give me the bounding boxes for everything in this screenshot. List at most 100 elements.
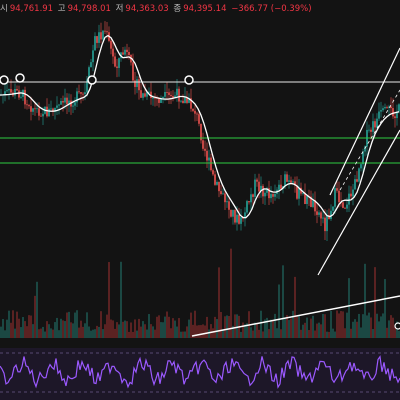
candle-body bbox=[72, 105, 74, 107]
volume-bar bbox=[80, 320, 82, 338]
candle-body bbox=[262, 185, 264, 197]
candle-body bbox=[52, 108, 54, 112]
volume-bar bbox=[350, 328, 352, 338]
candle-body bbox=[326, 215, 328, 232]
candle-body bbox=[178, 88, 180, 102]
candle-body bbox=[42, 113, 44, 117]
marker-circle[interactable] bbox=[87, 75, 97, 85]
volume-bar bbox=[342, 311, 344, 338]
candle-body bbox=[198, 114, 200, 124]
volume-bar bbox=[264, 319, 266, 338]
volume-bar bbox=[4, 330, 6, 338]
volume-bar bbox=[200, 325, 202, 338]
candle-body bbox=[100, 32, 102, 40]
volume-bar bbox=[368, 312, 370, 338]
volume-bar bbox=[78, 327, 80, 338]
marker-circle[interactable] bbox=[394, 322, 400, 330]
candle-body bbox=[348, 193, 350, 205]
volume-bar bbox=[256, 322, 258, 338]
candle-body bbox=[186, 97, 188, 103]
channel-lower-line[interactable] bbox=[317, 129, 400, 276]
volume-bar bbox=[282, 265, 284, 338]
volume-bar bbox=[58, 330, 60, 338]
candle-body bbox=[230, 209, 232, 217]
volume-bar bbox=[48, 324, 50, 338]
volume-bar bbox=[240, 331, 242, 338]
candle-body bbox=[90, 62, 92, 68]
candle-body bbox=[144, 93, 146, 97]
candle-body bbox=[88, 67, 90, 80]
volume-bar bbox=[250, 327, 252, 338]
marker-circle[interactable] bbox=[15, 73, 25, 83]
volume-bar bbox=[236, 314, 238, 338]
volume-bar bbox=[28, 315, 30, 338]
candle-body bbox=[346, 204, 348, 209]
price-candles bbox=[0, 21, 400, 241]
candle-body bbox=[284, 174, 286, 187]
volume-bar bbox=[318, 322, 320, 338]
candle-body bbox=[390, 106, 392, 109]
volume-bar bbox=[370, 317, 372, 338]
candle-body bbox=[158, 98, 160, 103]
volume-bar bbox=[96, 325, 98, 338]
candle-body bbox=[260, 185, 262, 192]
volume-bar bbox=[288, 320, 290, 338]
candle-body bbox=[84, 92, 86, 95]
volume-trend-line[interactable] bbox=[191, 295, 400, 337]
candle-body bbox=[244, 212, 246, 219]
volume-bar bbox=[204, 325, 206, 338]
close-value: 94,395.14 bbox=[183, 4, 227, 14]
candle-body bbox=[266, 188, 268, 193]
marker-circle[interactable] bbox=[0, 75, 9, 85]
volume-bar bbox=[124, 320, 126, 338]
volume-bar bbox=[330, 310, 332, 338]
candle-body bbox=[38, 108, 40, 116]
candle-body bbox=[324, 217, 326, 232]
volume-bar bbox=[66, 312, 68, 338]
candle-body bbox=[32, 108, 34, 112]
channel-upper-line[interactable] bbox=[329, 47, 400, 196]
volume-bar bbox=[206, 316, 208, 338]
volume-bar bbox=[20, 327, 22, 338]
volume-bar bbox=[110, 319, 112, 338]
candle-body bbox=[40, 115, 42, 117]
candle-body bbox=[58, 104, 60, 106]
volume-bar bbox=[186, 326, 188, 338]
candle-body bbox=[224, 193, 226, 203]
candle-body bbox=[222, 193, 224, 195]
candle-body bbox=[298, 187, 300, 199]
volume-bar bbox=[208, 329, 210, 338]
volume-bar bbox=[356, 321, 358, 338]
volume-bar bbox=[320, 324, 322, 338]
volume-bar bbox=[376, 313, 378, 338]
marker-circle[interactable] bbox=[184, 75, 194, 85]
candle-body bbox=[168, 92, 170, 95]
candle-body bbox=[96, 36, 98, 43]
candle-body bbox=[36, 108, 38, 110]
volume-bar bbox=[10, 322, 12, 338]
volume-bar bbox=[26, 326, 28, 338]
volume-bar bbox=[214, 316, 216, 338]
candle-body bbox=[356, 179, 358, 182]
candle-body bbox=[220, 191, 222, 195]
volume-bar bbox=[226, 315, 228, 338]
volume-bar bbox=[366, 315, 368, 338]
candle-body bbox=[114, 56, 116, 67]
candle-body bbox=[398, 104, 400, 112]
candle-body bbox=[360, 164, 362, 169]
candle-body bbox=[396, 111, 398, 119]
volume-bar bbox=[46, 321, 48, 338]
candle-body bbox=[148, 91, 150, 93]
volume-bar bbox=[268, 329, 270, 338]
candle-body bbox=[286, 174, 288, 182]
volume-bar bbox=[170, 328, 172, 338]
candle-body bbox=[218, 181, 220, 192]
volume-bar bbox=[262, 331, 264, 338]
candle-body bbox=[304, 193, 306, 205]
candle-body bbox=[154, 97, 156, 99]
channel-mid-line[interactable] bbox=[339, 89, 400, 191]
volume-bar bbox=[130, 322, 132, 338]
candle-body bbox=[18, 90, 20, 98]
